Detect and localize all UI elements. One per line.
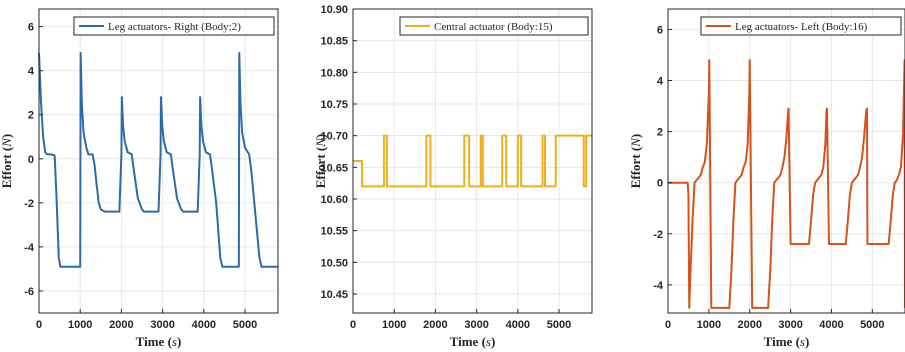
series-layer xyxy=(668,59,905,309)
x-tick-label: 2000 xyxy=(109,319,133,331)
x-tick-label: 0 xyxy=(36,319,42,331)
x-axis-label: Time (s) xyxy=(764,334,810,349)
x-axis-label: Time (s) xyxy=(136,334,182,349)
legend-label: Leg actuators- Left (Body:16) xyxy=(735,21,868,33)
legend-box xyxy=(73,16,275,36)
y-tick-label: 10.70 xyxy=(320,131,348,143)
legend-box xyxy=(399,16,589,36)
series-layer xyxy=(38,52,278,268)
y-tick-label: 10.80 xyxy=(320,67,348,79)
series-line xyxy=(38,52,278,268)
y-tick-label: 2 xyxy=(28,110,34,122)
series-line xyxy=(353,134,592,188)
chart-panel-central: 0 1000 2000 3000 4000 5000 10.45 10.50 10.55 10.6… xyxy=(313,4,593,349)
y-axis-label: Effort (N) xyxy=(313,134,328,189)
x-tick-label: 3000 xyxy=(150,319,174,331)
y-axis-label: Effort (N) xyxy=(628,134,643,189)
x-tick-label: 4000 xyxy=(506,319,530,331)
y-tick-label: 6 xyxy=(28,22,34,34)
y-tick-label: 4 xyxy=(28,66,35,78)
y-tick-label: 10.65 xyxy=(320,162,348,174)
y-tick-label: 10.85 xyxy=(320,36,348,48)
chart-panel-left-leg: 0 1000 2000 3000 4000 5000 -4 -2 0 2 4 6 Time (s) E… xyxy=(628,8,905,349)
x-tick-label: 3000 xyxy=(464,319,488,331)
y-tick-label: 10.50 xyxy=(320,257,348,269)
y-tick-label: -6 xyxy=(24,286,34,298)
series-layer xyxy=(353,134,592,188)
x-tick-label: 3000 xyxy=(778,319,802,331)
x-tick-label: 4000 xyxy=(192,319,216,331)
x-tick-label: 1000 xyxy=(68,319,92,331)
series-line xyxy=(668,59,905,309)
y-tick-label: 10.55 xyxy=(320,226,348,238)
x-tick-label: 5000 xyxy=(547,319,571,331)
x-tick-label: 5000 xyxy=(860,319,884,331)
x-tick-label: 0 xyxy=(350,319,356,331)
legend: Leg actuators- Right (Body:2) xyxy=(73,16,275,36)
y-tick-label: -2 xyxy=(24,198,34,210)
y-tick-label: 6 xyxy=(657,24,663,36)
y-tick-label: 0 xyxy=(28,154,34,166)
axes-frame xyxy=(667,8,905,314)
x-tick-label: 2000 xyxy=(423,319,447,331)
ticks: 0 1000 2000 3000 4000 5000 10.45 10.50 10.55 10.6… xyxy=(320,4,571,331)
axes-frame xyxy=(352,8,593,314)
y-tick-label: -4 xyxy=(24,242,35,254)
chart-panel-right-leg: 0 1000 2000 3000 4000 5000 -6 -4 -2 0 2 4 6 Time (s)… xyxy=(0,8,279,349)
y-axis-label: Effort (N) xyxy=(0,134,14,189)
y-tick-label: -4 xyxy=(653,280,664,292)
y-tick-label: 0 xyxy=(657,178,663,190)
x-tick-label: 1000 xyxy=(382,319,406,331)
legend-label: Leg actuators- Right (Body:2) xyxy=(108,21,241,33)
y-tick-label: 2 xyxy=(657,127,663,139)
y-tick-label: 10.60 xyxy=(320,194,348,206)
x-axis-label: Time (s) xyxy=(450,334,496,349)
legend: Central actuator (Body:15) xyxy=(399,16,589,36)
grid xyxy=(668,9,905,313)
y-tick-label: 4 xyxy=(657,76,664,88)
legend-label: Central actuator (Body:15) xyxy=(434,21,553,33)
y-tick-label: -2 xyxy=(653,229,663,241)
ticks: 0 1000 2000 3000 4000 5000 -4 -2 0 2 4 6 xyxy=(653,24,884,331)
axes-frame xyxy=(38,8,279,314)
x-tick-label: 5000 xyxy=(233,319,257,331)
x-tick-label: 1000 xyxy=(697,319,721,331)
y-tick-label: 10.45 xyxy=(320,289,348,301)
legend-box xyxy=(700,16,902,36)
x-tick-label: 0 xyxy=(665,319,671,331)
y-tick-label: 10.75 xyxy=(320,99,348,111)
ticks: 0 1000 2000 3000 4000 5000 -6 -4 -2 0 2 4 6 xyxy=(24,22,257,331)
x-tick-label: 2000 xyxy=(737,319,761,331)
legend: Leg actuators- Left (Body:16) xyxy=(700,16,902,36)
x-tick-label: 4000 xyxy=(819,319,843,331)
y-tick-label: 10.90 xyxy=(320,4,348,16)
